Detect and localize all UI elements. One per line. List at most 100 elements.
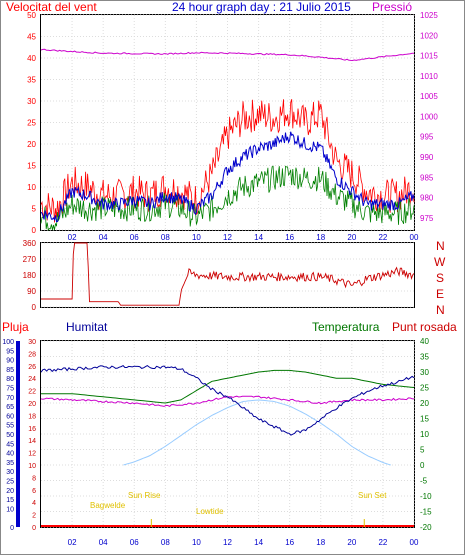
direction-panel-grid (41, 242, 414, 308)
humidity-y-tick-13: 70 (6, 395, 14, 402)
temp-panel-axes: -20-15-10-505101520253035400101520253035… (2, 337, 432, 547)
wind-y-tick-9: 45 (27, 33, 36, 42)
dir-y-tick-0: 0 (32, 303, 37, 312)
pressure-y-tick-2: 985 (420, 173, 434, 182)
humidity-y-tick-0: 0 (10, 525, 14, 532)
wind-x-tick-2: 06 (130, 233, 139, 242)
astro-label-sunrise: Sun Rise (128, 491, 161, 500)
wind-x-tick-7: 16 (285, 233, 294, 242)
humidity-y-tick-3: 20 (6, 488, 14, 495)
wind-panel-axes: 0510152025303540455097598098599099510001… (27, 11, 438, 242)
humidity-y-tick-14: 75 (6, 386, 14, 393)
humidity-y-tick-8: 45 (6, 441, 14, 448)
temperature-label: Temperatura (312, 320, 380, 334)
temp-x-tick-0: 02 (68, 538, 77, 547)
temp-x-tick-6: 14 (254, 538, 263, 547)
direction-panel-series (41, 242, 415, 306)
temp-x-tick-1: 04 (99, 538, 108, 547)
rain-y-tick-1: 2 (32, 513, 36, 520)
pressure-label: Pressió (372, 0, 412, 14)
pressure-line (40, 48, 414, 62)
wind-y-tick-3: 15 (27, 162, 36, 171)
humidity-y-tick-17: 90 (6, 358, 14, 365)
rain-y-tick-13: 26 (28, 364, 36, 371)
temp-y-tick-5: 5 (420, 446, 425, 455)
astro-label-sunset: Sun Set (358, 491, 387, 500)
humidity-y-tick-10: 55 (6, 423, 14, 430)
humidity-y-tick-1: 10 (6, 506, 14, 513)
pressure-y-tick-4: 995 (420, 133, 434, 142)
solar-line (123, 399, 391, 466)
dir-y-tick-3: 270 (23, 255, 37, 264)
pressure-y-tick-6: 1005 (420, 92, 438, 101)
temp-x-tick-3: 08 (161, 538, 170, 547)
temp-x-tick-9: 20 (347, 538, 356, 547)
pressure-y-tick-3: 990 (420, 153, 434, 162)
rain-y-tick-7: 14 (28, 438, 36, 445)
temp-y-tick-2: -10 (420, 492, 432, 501)
temp-y-tick-11: 35 (420, 353, 429, 362)
wind-gust-line (40, 99, 415, 223)
wind-speed-label: Velocitat del vent (6, 0, 97, 14)
wind-y-tick-1: 5 (32, 205, 37, 214)
pressure-y-tick-5: 1000 (420, 112, 438, 121)
temp-y-tick-1: -15 (420, 508, 432, 517)
wind-y-tick-2: 10 (27, 183, 36, 192)
humidity-y-tick-7: 40 (6, 451, 14, 458)
humidity-y-tick-2: 15 (6, 497, 14, 504)
pressure-y-tick-1: 980 (420, 194, 434, 203)
wind-x-tick-8: 18 (316, 233, 325, 242)
rain-y-tick-0: 0 (32, 525, 36, 532)
wind-panel-series (40, 48, 415, 231)
wind-x-tick-4: 10 (192, 233, 201, 242)
humidity-y-tick-19: 100 (2, 339, 14, 346)
wind-low-line (40, 165, 415, 231)
humidity-y-tick-5: 30 (6, 469, 14, 476)
humidity-label: Humitat (66, 320, 108, 334)
wind-y-tick-0: 0 (32, 226, 37, 235)
wind-avg-line (40, 131, 415, 223)
wind-x-tick-0: 02 (68, 233, 77, 242)
wind-x-tick-1: 04 (99, 233, 108, 242)
rain-y-tick-2: 4 (32, 500, 36, 507)
humidity-y-tick-15: 80 (6, 376, 14, 383)
rain-y-tick-14: 28 (28, 351, 36, 358)
pressure-y-tick-8: 1015 (420, 52, 438, 61)
direction-panel-axes: 0 90 180 270 360 (23, 239, 37, 312)
rain-y-tick-4: 8 (32, 475, 36, 482)
wind-y-tick-6: 30 (27, 97, 36, 106)
direction-line (41, 242, 415, 306)
temp-y-tick-0: -20 (420, 523, 432, 532)
wind-y-tick-5: 25 (27, 119, 36, 128)
temperature-line (41, 369, 415, 404)
graph-title: 24 hour graph day : 21 Julio 2015 (172, 0, 351, 14)
humidity-line (40, 364, 415, 436)
temp-x-tick-10: 22 (378, 538, 387, 547)
compass-n-bottom: N (436, 303, 445, 317)
temp-y-tick-8: 20 (420, 399, 429, 408)
temp-x-tick-4: 10 (192, 538, 201, 547)
temp-y-tick-10: 30 (420, 368, 429, 377)
temp-x-tick-5: 12 (223, 538, 232, 547)
astro-label-lowtide: Lowtide (196, 507, 224, 516)
rain-y-tick-6: 12 (28, 451, 36, 458)
compass-n-top: N (436, 239, 445, 253)
pressure-y-tick-0: 975 (420, 214, 434, 223)
dir-y-tick-2: 180 (23, 271, 37, 280)
temp-x-tick-2: 06 (130, 538, 139, 547)
temp-y-tick-7: 15 (420, 415, 429, 424)
rain-y-tick-9: 18 (28, 413, 36, 420)
temp-y-tick-12: 40 (420, 337, 429, 346)
pressure-y-tick-9: 1020 (420, 31, 438, 40)
rain-y-tick-8: 16 (28, 426, 36, 433)
humidity-y-tick-4: 25 (6, 479, 14, 486)
temp-x-tick-11: 00 (410, 538, 419, 547)
wind-x-tick-6: 14 (254, 233, 263, 242)
compass-w: W (434, 255, 446, 269)
humidity-y-tick-9: 50 (6, 432, 14, 439)
dewpoint-label: Punt rosada (392, 320, 457, 334)
temp-x-tick-7: 16 (285, 538, 294, 547)
rain-label: Pluja (2, 320, 29, 334)
